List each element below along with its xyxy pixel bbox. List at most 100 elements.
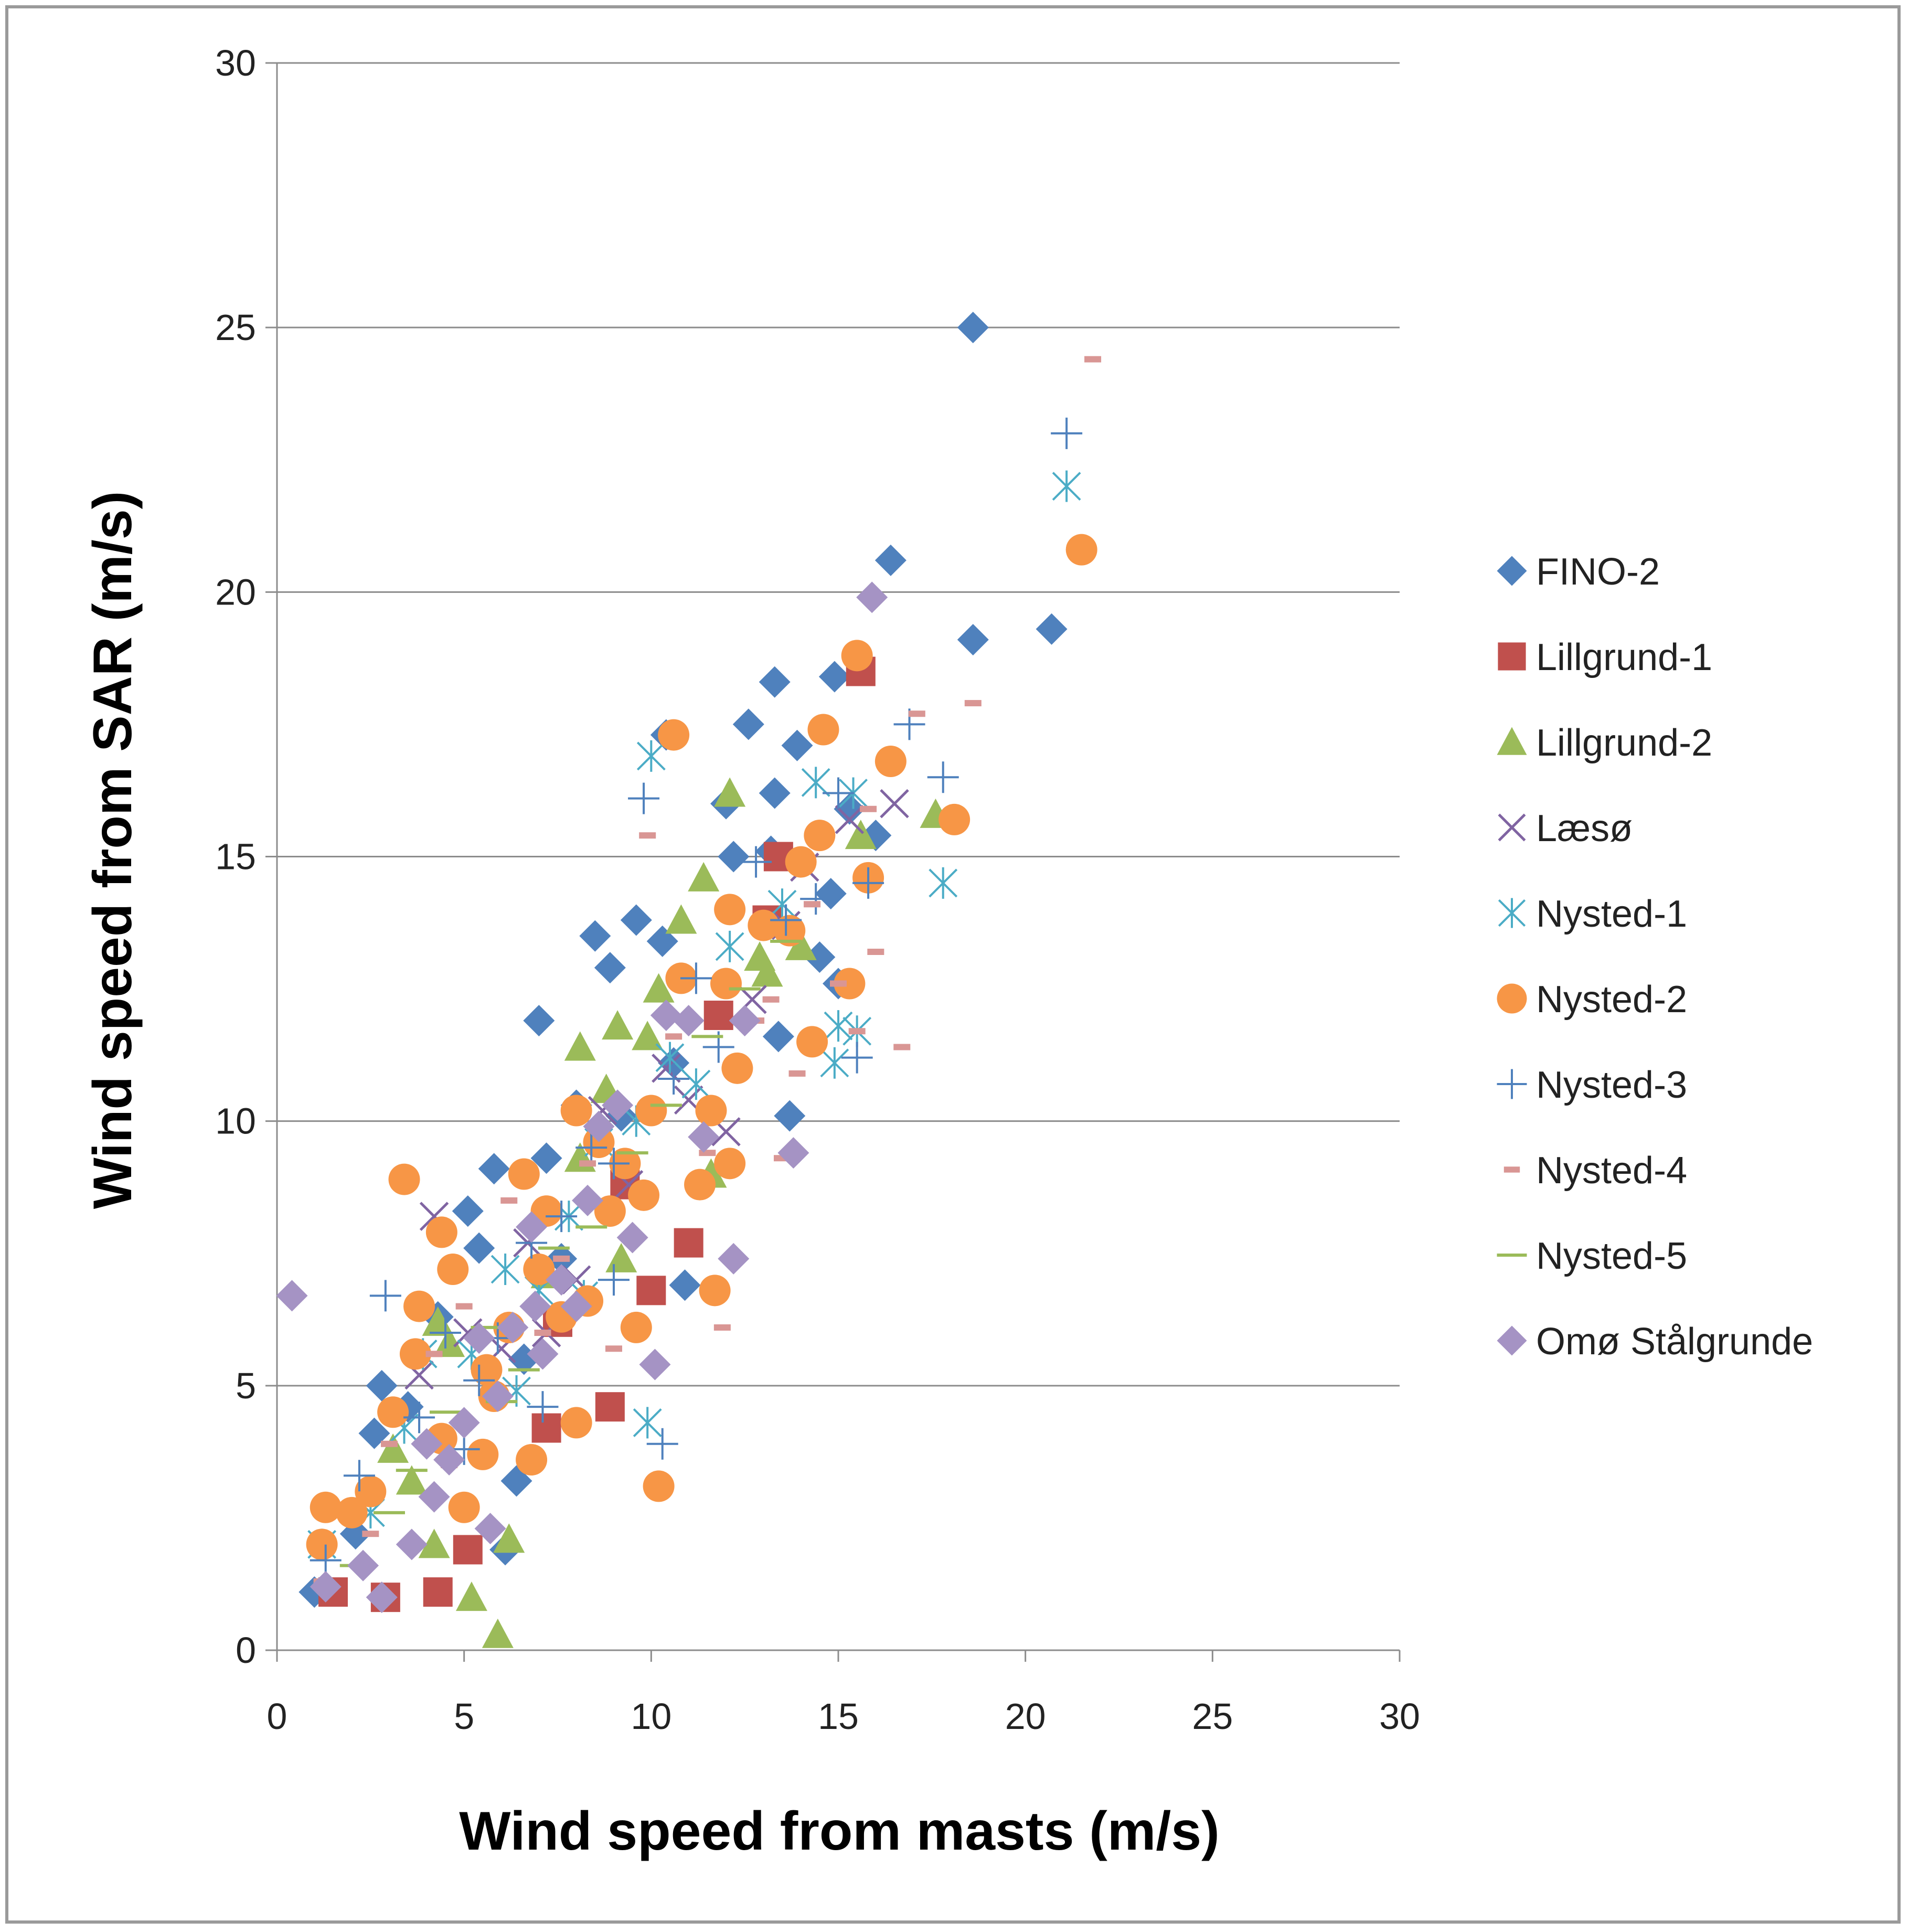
point-nysted-2 xyxy=(635,1095,667,1127)
legend-item-om-st-lgrunde: Omø Stålgrunde xyxy=(1497,1321,1813,1363)
y-tick-label: 5 xyxy=(236,1365,256,1406)
x-tick-label: 20 xyxy=(1005,1696,1046,1737)
point-nysted-4 xyxy=(381,1440,398,1447)
point-l-s xyxy=(652,1054,681,1083)
point-nysted-2 xyxy=(658,719,690,751)
point-nysted-4 xyxy=(362,1531,379,1537)
point-lillgrund-2 xyxy=(688,862,720,891)
point-lillgrund-1 xyxy=(453,1535,483,1565)
point-nysted-4 xyxy=(665,1033,682,1040)
point-nysted-2 xyxy=(306,1528,338,1561)
point-nysted-1 xyxy=(633,1407,662,1439)
y-tick-label: 10 xyxy=(215,1101,256,1142)
data-points xyxy=(276,312,1102,1648)
point-om-st-lgrunde xyxy=(777,1137,809,1169)
point-fino-2 xyxy=(508,1343,540,1375)
point-fino-2 xyxy=(759,777,791,809)
x-tick-label: 25 xyxy=(1192,1696,1233,1737)
point-nysted-4 xyxy=(639,832,656,839)
point-nysted-1 xyxy=(801,767,830,799)
point-fino-2 xyxy=(732,708,764,740)
point-fino-2 xyxy=(1036,613,1068,645)
point-nysted-2 xyxy=(841,640,873,672)
series-nysted-4 xyxy=(313,356,1102,1585)
point-nysted-2 xyxy=(774,915,806,947)
point-nysted-2 xyxy=(523,1254,555,1285)
point-nysted-2 xyxy=(938,803,971,835)
point-nysted-3 xyxy=(823,777,854,809)
point-om-st-lgrunde xyxy=(729,1005,761,1037)
point-nysted-4 xyxy=(553,1255,570,1262)
point-lillgrund-2 xyxy=(714,777,746,807)
point-fino-2 xyxy=(781,729,813,761)
point-nysted-3 xyxy=(310,1544,342,1576)
point-nysted-4 xyxy=(455,1303,473,1310)
point-om-st-lgrunde xyxy=(482,1381,514,1412)
series-lillgrund-1 xyxy=(318,656,876,1612)
point-nysted-3 xyxy=(841,1042,873,1074)
y-tick-label: 25 xyxy=(215,307,256,348)
point-nysted-2 xyxy=(467,1438,499,1470)
legend-label-nysted-1: Nysted-1 xyxy=(1536,893,1687,935)
point-nysted-4 xyxy=(804,901,821,908)
point-nysted-3 xyxy=(646,1428,678,1460)
point-nysted-2 xyxy=(377,1396,409,1428)
point-fino-2 xyxy=(669,1269,701,1301)
point-om-st-lgrunde xyxy=(497,1311,529,1343)
point-nysted-4 xyxy=(699,1150,716,1156)
point-nysted-3 xyxy=(463,1364,495,1396)
point-nysted-4 xyxy=(867,949,884,955)
point-nysted-4 xyxy=(713,1324,731,1331)
series-nysted-2 xyxy=(306,534,1097,1561)
point-fino-2 xyxy=(957,624,989,656)
point-lillgrund-1 xyxy=(674,1228,703,1258)
point-om-st-lgrunde xyxy=(616,1222,648,1254)
point-om-st-lgrunde xyxy=(639,1349,671,1381)
point-nysted-1 xyxy=(636,740,666,772)
point-fino-2 xyxy=(762,1021,794,1053)
point-nysted-2 xyxy=(508,1158,540,1190)
point-om-st-lgrunde xyxy=(347,1549,379,1581)
legend-marker-nysted-3 xyxy=(1497,1069,1527,1099)
point-nysted-4 xyxy=(1084,356,1102,363)
point-nysted-4 xyxy=(788,1070,806,1077)
point-lillgrund-1 xyxy=(595,1392,625,1422)
point-nysted-2 xyxy=(620,1311,652,1343)
point-nysted-2 xyxy=(448,1491,480,1523)
series-fino-2 xyxy=(298,312,1068,1608)
point-nysted-2 xyxy=(310,1491,342,1523)
point-nysted-4 xyxy=(830,980,847,987)
y-tick-labels: 0 5 10 15 20 25 30 xyxy=(215,43,256,1671)
point-lillgrund-2 xyxy=(632,1021,664,1050)
point-lillgrund-2 xyxy=(785,930,817,960)
y-tick-label: 0 xyxy=(236,1630,256,1671)
point-nysted-3 xyxy=(927,761,959,793)
point-nysted-1 xyxy=(820,1047,849,1079)
point-nysted-4 xyxy=(908,710,925,717)
y-axis-title: Wind speed from SAR (m/s) xyxy=(82,491,143,1209)
point-nysted-2 xyxy=(516,1444,548,1475)
point-fino-2 xyxy=(658,1047,690,1079)
point-lillgrund-1 xyxy=(423,1577,453,1607)
point-nysted-4 xyxy=(605,1345,622,1352)
point-nysted-2 xyxy=(1065,534,1097,566)
point-lillgrund-1 xyxy=(636,1276,666,1305)
point-fino-2 xyxy=(804,941,836,973)
point-lillgrund-2 xyxy=(643,973,675,1003)
legend-marker-nysted-1 xyxy=(1498,898,1526,928)
series-nysted-5 xyxy=(339,939,802,1567)
point-lillgrund-2 xyxy=(751,957,783,987)
point-nysted-3 xyxy=(343,1460,375,1492)
point-nysted-4 xyxy=(579,1160,596,1167)
x-tick-label: 15 xyxy=(818,1696,859,1737)
point-om-st-lgrunde xyxy=(602,1089,634,1121)
point-om-st-lgrunde xyxy=(856,581,888,613)
point-nysted-2 xyxy=(714,1148,746,1180)
point-nysted-2 xyxy=(628,1179,660,1211)
legend-label-lillgrund-2: Lillgrund-2 xyxy=(1536,722,1712,764)
legend-marker-fino-2 xyxy=(1497,556,1527,586)
point-lillgrund-2 xyxy=(482,1618,514,1648)
point-lillgrund-2 xyxy=(418,1528,450,1558)
legend-item-fino-2: FINO-2 xyxy=(1497,551,1660,593)
point-fino-2 xyxy=(834,793,866,825)
